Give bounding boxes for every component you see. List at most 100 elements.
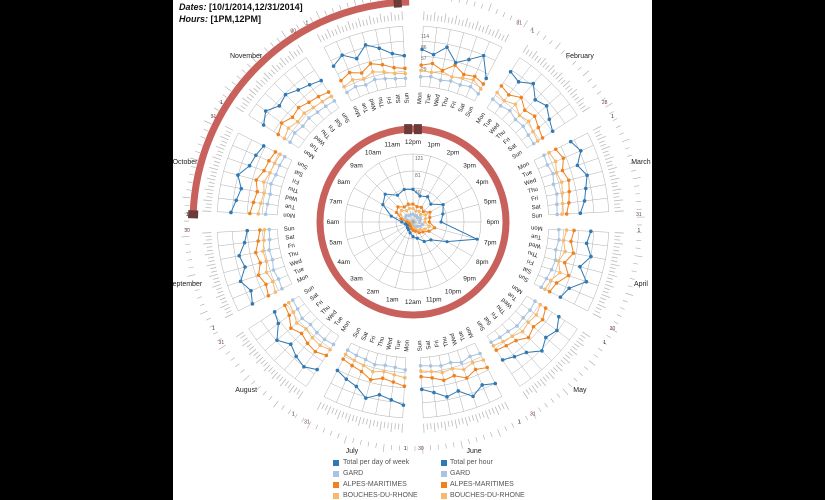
data-point-total <box>243 265 247 269</box>
sector-grid-arc <box>298 107 340 149</box>
weekday-label: Mon <box>303 148 316 159</box>
data-point-bouches <box>328 347 332 352</box>
data-point-alpes <box>419 374 423 379</box>
date-tick <box>516 18 520 24</box>
data-point-alpes <box>440 68 445 73</box>
date-tick <box>635 193 641 195</box>
date-tick <box>359 439 362 445</box>
sector-grid-arc <box>337 56 405 75</box>
date-tick <box>502 12 506 17</box>
data-point-alpes <box>326 90 331 94</box>
hour-point-alpes <box>433 226 437 230</box>
sector-grid-arc <box>273 82 323 132</box>
data-point-bouches <box>262 238 266 243</box>
date-tick <box>523 20 528 28</box>
weekday-label: Sun <box>518 272 530 282</box>
data-point-gard <box>332 99 337 103</box>
data-point-gard <box>513 117 518 122</box>
data-point-bouches <box>264 259 269 264</box>
daily-bar <box>321 403 325 410</box>
daily-bar <box>255 85 261 90</box>
data-point-gard <box>428 364 433 368</box>
data-point-gard <box>288 140 292 144</box>
data-point-total <box>558 295 563 299</box>
daily-bar <box>545 374 550 380</box>
data-point-alpes <box>290 115 295 120</box>
data-point-alpes <box>506 93 511 97</box>
data-point-gard <box>363 357 368 362</box>
data-point-gard <box>498 335 502 340</box>
data-point-total <box>238 279 243 284</box>
data-point-alpes <box>380 376 385 381</box>
daily-bar <box>565 354 571 359</box>
daily-bar <box>475 413 479 423</box>
daily-bar <box>337 410 341 420</box>
data-point-gard <box>292 131 297 135</box>
daily-bar <box>569 348 578 356</box>
daily-bar <box>604 284 614 288</box>
hour-label: 1am <box>386 296 399 303</box>
daily-bar <box>576 97 584 104</box>
data-point-bouches <box>256 212 261 216</box>
legend-item: ALPES-MARITIMES <box>343 481 407 488</box>
date-tick <box>315 11 320 19</box>
daily-bar <box>461 20 464 27</box>
date-tick <box>236 75 241 80</box>
hour-point-alpes <box>417 231 421 235</box>
daily-bar <box>206 196 213 198</box>
data-point-total <box>471 394 475 399</box>
month-label: February <box>566 53 595 60</box>
data-point-gard <box>268 192 272 197</box>
daily-bar <box>296 389 301 395</box>
data-point-alpes <box>279 121 284 125</box>
hour-label: 11am <box>384 142 400 149</box>
daily-bar <box>362 20 365 27</box>
data-point-total <box>589 229 593 234</box>
hour-point-gard <box>421 223 425 227</box>
date-tick <box>555 42 561 50</box>
daily-bar <box>344 25 348 32</box>
weekday-label: Thu <box>320 128 332 140</box>
data-point-total <box>481 53 486 58</box>
daily-bar <box>528 387 533 393</box>
date-tick <box>619 307 625 310</box>
daily-bar <box>210 267 217 270</box>
data-point-bouches <box>352 358 357 363</box>
daily-bar <box>569 88 578 96</box>
month-end-label: 31 <box>530 412 536 418</box>
daily-bar <box>224 307 231 311</box>
data-point-alpes <box>481 82 486 86</box>
data-point-bouches <box>343 352 348 357</box>
data-point-gard <box>267 227 272 232</box>
daily-bar <box>555 364 563 372</box>
data-point-gard <box>308 322 313 327</box>
date-tick <box>445 443 447 449</box>
sector-grid-arc <box>217 232 239 312</box>
hour-point-total <box>395 193 400 197</box>
month-end-label: 31 <box>516 20 522 26</box>
data-point-gard <box>307 116 311 120</box>
date-tick <box>577 66 582 71</box>
sector-grid-arc <box>519 57 578 116</box>
daily-bar <box>602 290 609 294</box>
data-point-gard <box>551 171 555 176</box>
data-point-alpes <box>430 61 435 66</box>
date-tick <box>194 289 200 292</box>
daily-bar <box>451 17 454 24</box>
series-line-alpes <box>549 230 575 292</box>
weekday-label: Mon <box>465 325 476 338</box>
daily-bar <box>217 290 224 294</box>
weekday-label: Tue <box>506 290 518 301</box>
date-tick <box>572 60 577 65</box>
daily-bar <box>215 146 225 150</box>
daily-bar <box>253 87 259 93</box>
date-tick <box>189 173 195 176</box>
daily-bar <box>358 18 362 27</box>
data-point-gard <box>549 267 554 272</box>
data-point-total <box>555 328 559 333</box>
daily-bar <box>351 415 355 422</box>
date-tick <box>197 143 203 146</box>
date-tick <box>225 351 231 355</box>
daily-bar <box>208 256 215 259</box>
